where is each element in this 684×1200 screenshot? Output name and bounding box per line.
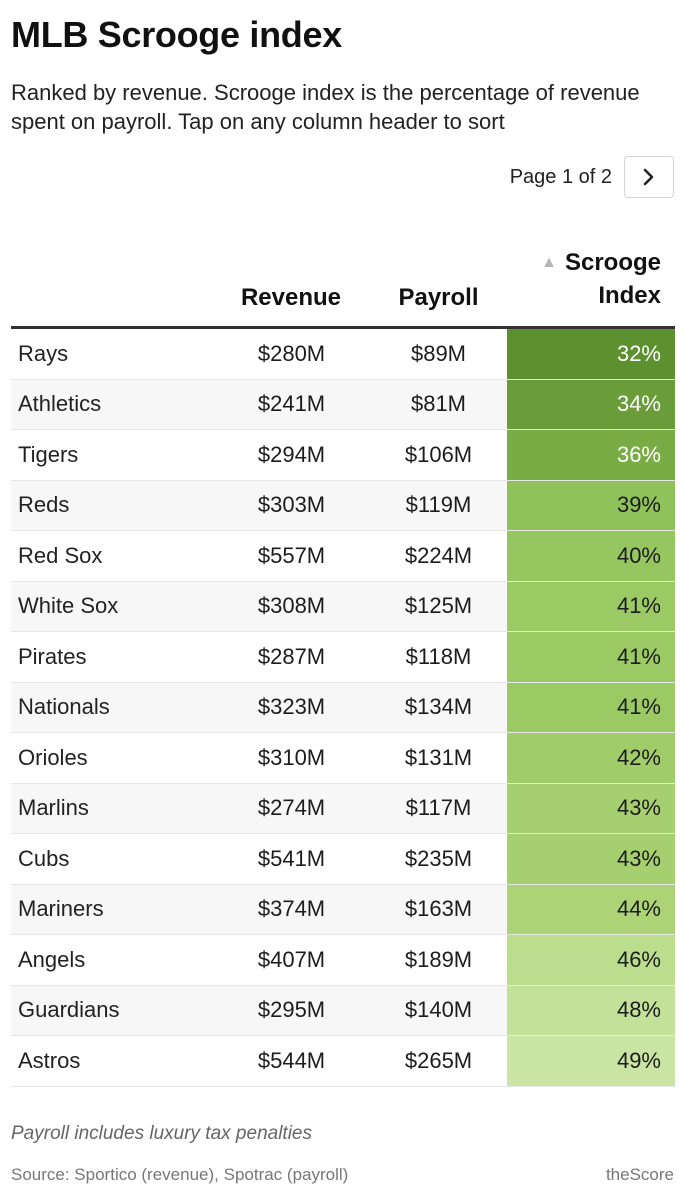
- column-header-scrooge-index[interactable]: ▲ Scrooge Index: [491, 246, 661, 312]
- revenue-cell: $294M: [257, 441, 326, 467]
- payroll-cell: $163M: [404, 896, 473, 922]
- scrooge-index-header-label: Scrooge Index: [564, 249, 661, 309]
- team-cell: Cubs: [18, 845, 70, 871]
- team-cell: Orioles: [18, 744, 88, 770]
- table-row: Astros $544M $265M 49%: [11, 1036, 675, 1087]
- revenue-cell: $323M: [257, 694, 326, 720]
- payroll-cell: $140M: [404, 997, 473, 1023]
- scrooge-index-cell: 46%: [507, 935, 675, 985]
- team-cell: Athletics: [18, 391, 102, 417]
- team-cell: Guardians: [18, 997, 120, 1023]
- sort-ascending-icon: ▲: [541, 254, 557, 271]
- team-cell: Angels: [18, 946, 86, 972]
- payroll-cell: $117M: [405, 795, 472, 821]
- table-row: Rays $280M $89M 32%: [11, 329, 675, 380]
- team-cell: Marlins: [18, 795, 89, 821]
- pagination: Page 1 of 2: [510, 156, 674, 198]
- scrooge-index-cell: 48%: [507, 985, 675, 1035]
- team-cell: Tigers: [18, 441, 79, 467]
- table-row: Orioles $310M $131M 42%: [11, 733, 675, 784]
- brand-name: theScore: [605, 1165, 674, 1184]
- payroll-cell: $265M: [404, 1047, 473, 1073]
- revenue-cell: $407M: [257, 946, 326, 972]
- scrooge-index-cell: 42%: [507, 733, 675, 783]
- scrooge-index-cell: 44%: [507, 884, 675, 934]
- payroll-cell: $134M: [404, 694, 473, 720]
- table-row: Marlins $274M $117M 43%: [11, 783, 675, 834]
- team-cell: White Sox: [18, 593, 119, 619]
- scrooge-index-cell: 40%: [507, 531, 675, 581]
- team-cell: Red Sox: [18, 542, 103, 568]
- table-body: Rays $280M $89M 32% Athletics $241M $81M 34% Tig…: [11, 329, 675, 1087]
- scrooge-index-cell: 41%: [507, 682, 675, 732]
- payroll-cell: $131M: [404, 744, 473, 770]
- next-page-button[interactable]: [624, 156, 674, 198]
- footnote: Payroll includes luxury tax penalties: [11, 1123, 312, 1144]
- payroll-cell: $118M: [405, 643, 472, 669]
- payroll-cell: $89M: [410, 340, 467, 366]
- scrooge-index-cell: 43%: [507, 834, 675, 884]
- scrooge-index-cell: 43%: [507, 783, 675, 833]
- scrooge-index-cell: 36%: [507, 430, 675, 480]
- revenue-cell: $310M: [257, 744, 326, 770]
- team-cell: Pirates: [18, 643, 87, 669]
- revenue-cell: $303M: [257, 492, 326, 518]
- chevron-right-icon: [643, 168, 654, 186]
- table-row: Cubs $541M $235M 43%: [11, 834, 675, 885]
- table-row: Tigers $294M $106M 36%: [11, 430, 675, 481]
- footer: Source: Sportico (revenue), Spotrac (pay…: [11, 1165, 674, 1185]
- scrooge-index-cell: 49%: [507, 1036, 675, 1086]
- team-cell: Mariners: [18, 896, 104, 922]
- page-subtitle: Ranked by revenue. Scrooge index is the …: [11, 80, 640, 134]
- team-cell: Rays: [18, 340, 69, 366]
- table-row: Reds $303M $119M 39%: [11, 480, 675, 531]
- table-row: Red Sox $557M $224M 40%: [11, 531, 675, 582]
- team-cell: Reds: [18, 492, 70, 518]
- scrooge-index-cell: 34%: [507, 379, 675, 429]
- revenue-cell: $374M: [257, 896, 326, 922]
- table-row: Guardians $295M $140M 48%: [11, 985, 675, 1036]
- table-row: Angels $407M $189M 46%: [11, 935, 675, 986]
- table-row: Nationals $323M $134M 41%: [11, 682, 675, 733]
- source-credit: Source: Sportico (revenue), Spotrac (pay…: [11, 1165, 349, 1184]
- revenue-cell: $295M: [257, 997, 326, 1023]
- revenue-cell: $241M: [257, 391, 326, 417]
- payroll-cell: $235M: [404, 845, 473, 871]
- page-indicator: Page 1 of 2: [509, 165, 612, 188]
- team-cell: Nationals: [18, 694, 110, 720]
- payroll-cell: $106M: [404, 441, 473, 467]
- table-row: Mariners $374M $163M 44%: [11, 884, 675, 935]
- page-title: MLB Scrooge index: [11, 14, 342, 55]
- table-row: Pirates $287M $118M 41%: [11, 632, 675, 683]
- revenue-cell: $541M: [257, 845, 326, 871]
- revenue-cell: $308M: [257, 593, 326, 619]
- column-header-payroll[interactable]: Payroll: [398, 284, 479, 311]
- revenue-cell: $287M: [257, 643, 326, 669]
- table-row: White Sox $308M $125M 41%: [11, 581, 675, 632]
- scrooge-index-cell: 41%: [507, 632, 675, 682]
- revenue-cell: $544M: [257, 1047, 326, 1073]
- payroll-cell: $189M: [404, 946, 473, 972]
- revenue-cell: $280M: [257, 340, 326, 366]
- table-header: Revenue Payroll ▲ Scrooge Index: [11, 240, 675, 329]
- column-header-revenue[interactable]: Revenue: [240, 284, 342, 311]
- scrooge-index-cell: 39%: [507, 480, 675, 530]
- table-row: Athletics $241M $81M 34%: [11, 379, 675, 430]
- revenue-cell: $557M: [257, 542, 326, 568]
- payroll-cell: $224M: [404, 542, 473, 568]
- payroll-cell: $119M: [405, 492, 472, 518]
- scrooge-index-cell: 32%: [507, 329, 675, 379]
- payroll-cell: $125M: [404, 593, 473, 619]
- revenue-cell: $274M: [257, 795, 326, 821]
- team-cell: Astros: [18, 1047, 81, 1073]
- payroll-cell: $81M: [410, 391, 467, 417]
- scrooge-index-cell: 41%: [507, 581, 675, 631]
